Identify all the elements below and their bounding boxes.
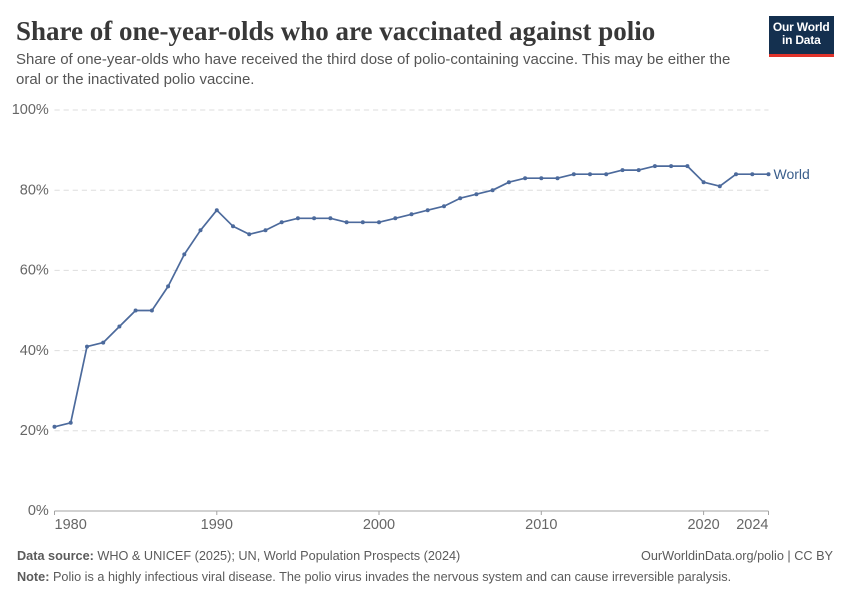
- svg-text:20%: 20%: [20, 423, 49, 439]
- svg-text:60%: 60%: [20, 263, 49, 279]
- svg-text:80%: 80%: [20, 182, 49, 198]
- svg-text:1980: 1980: [55, 517, 87, 533]
- svg-text:0%: 0%: [28, 503, 49, 519]
- svg-text:100%: 100%: [12, 102, 49, 118]
- svg-text:2000: 2000: [363, 517, 395, 533]
- svg-text:2010: 2010: [525, 517, 557, 533]
- svg-text:1990: 1990: [201, 517, 233, 533]
- svg-text:World: World: [774, 166, 810, 182]
- svg-text:40%: 40%: [20, 343, 49, 359]
- svg-text:2020: 2020: [687, 517, 719, 533]
- svg-text:2024: 2024: [736, 517, 768, 533]
